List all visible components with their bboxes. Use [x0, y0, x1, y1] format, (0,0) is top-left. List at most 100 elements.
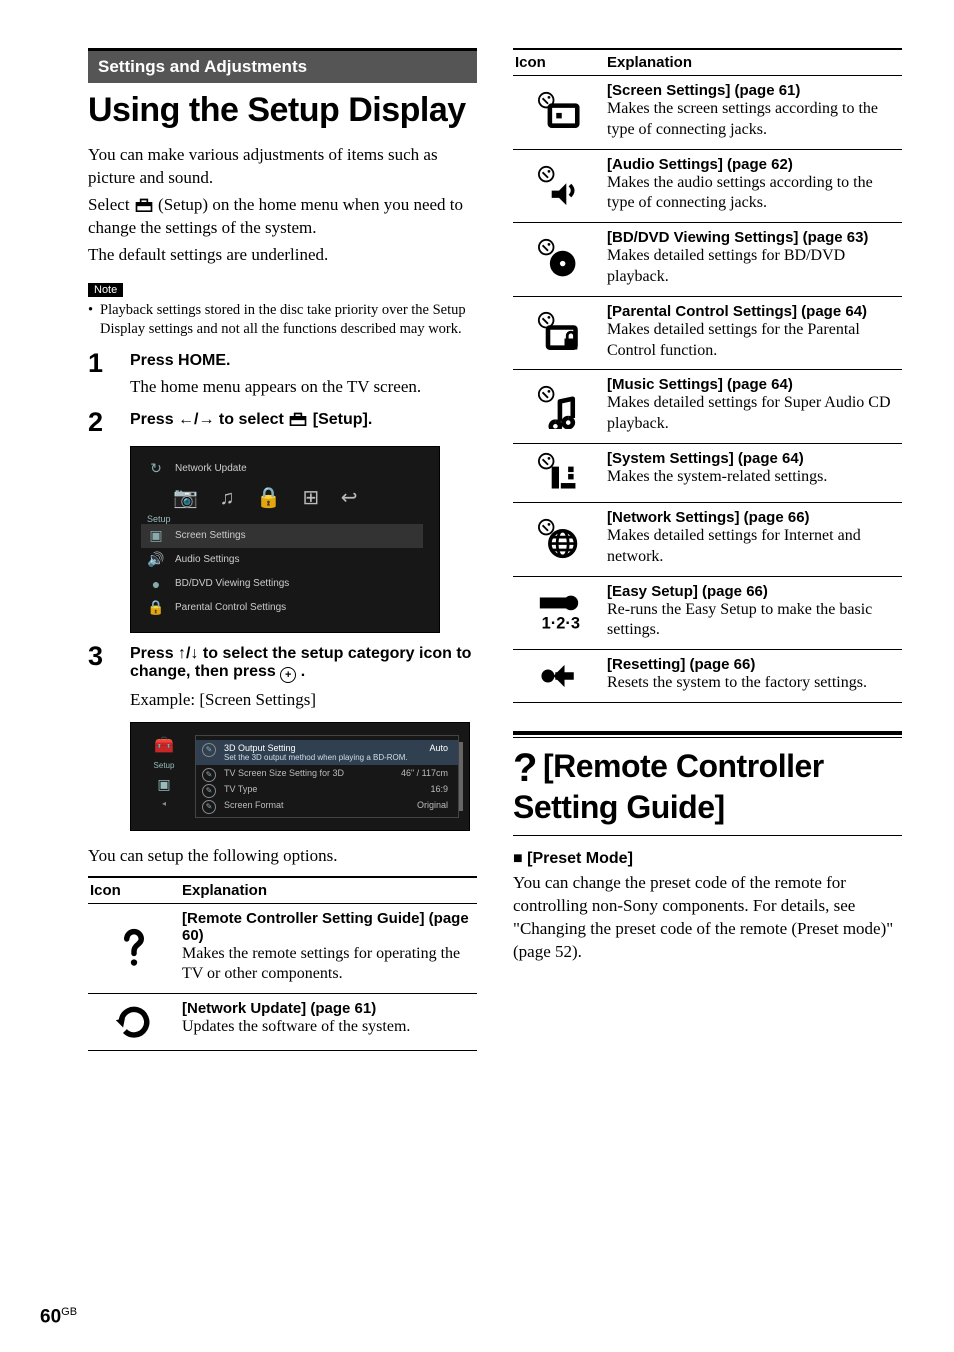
music-settings-icon — [513, 370, 605, 444]
refresh-icon — [88, 994, 180, 1051]
step-1-head: Press HOME. — [130, 352, 477, 370]
network-settings-icon — [513, 502, 605, 576]
row-title: [Network Update] (page 61) — [182, 1000, 475, 1017]
audio-settings-icon — [513, 149, 605, 223]
toolbox-icon — [288, 411, 308, 425]
row-body: Updates the software of the system. — [182, 1018, 410, 1035]
row-body: Makes detailed settings for BD/DVD playb… — [607, 247, 845, 285]
intro-text-2: Select (Setup) on the home menu when you… — [88, 194, 477, 240]
toolbox-icon — [134, 196, 154, 210]
row-body: Makes the audio settings according to th… — [607, 174, 873, 212]
row-body: Makes the remote settings for operating … — [182, 945, 460, 983]
row-title: [Parental Control Settings] (page 64) — [607, 303, 900, 320]
question-icon — [88, 903, 180, 994]
step-2-head-b: [Setup]. — [313, 411, 373, 428]
resetting-icon — [513, 650, 605, 703]
screen-settings-icon — [513, 76, 605, 150]
th-explanation: Explanation — [605, 49, 902, 76]
step-1-number: 1 — [88, 350, 114, 399]
shot2-r2b: 46" / 117cm — [401, 768, 448, 778]
th-icon: Icon — [88, 877, 180, 904]
enter-icon: + — [280, 667, 296, 683]
rule — [513, 737, 902, 738]
intro-text-3: The default settings are underlined. — [88, 244, 477, 267]
row-body: Makes detailed settings for the Parental… — [607, 321, 860, 359]
page-number-value: 60 — [40, 1306, 61, 1327]
rule — [513, 731, 902, 735]
row-body: Makes the system-related settings. — [607, 468, 827, 485]
parental-settings-icon — [513, 296, 605, 370]
shot1-network-update: Network Update — [175, 463, 247, 474]
shot2-r1b: Auto — [429, 743, 448, 762]
shot1-screen: Screen Settings — [175, 530, 246, 541]
easy-setup-icon: 1·2·3 — [513, 576, 605, 650]
row-title: [Screen Settings] (page 61) — [607, 82, 900, 99]
step-3-head-b: . — [301, 663, 305, 680]
table-row: [Remote Controller Setting Guide] (page … — [88, 903, 477, 994]
shot2-r2a: TV Screen Size Setting for 3D — [224, 768, 344, 778]
step-3-number: 3 — [88, 643, 114, 712]
step-1-desc: The home menu appears on the TV screen. — [130, 376, 477, 399]
row-title: [Remote Controller Setting Guide] (page … — [182, 910, 475, 944]
table-row: [Parental Control Settings] (page 64)Mak… — [513, 296, 902, 370]
row-title: [Music Settings] (page 64) — [607, 376, 900, 393]
row-title: [Audio Settings] (page 62) — [607, 156, 900, 173]
step-1: 1 Press HOME. The home menu appears on t… — [88, 350, 477, 399]
preset-mode-heading-text: [Preset Mode] — [527, 850, 633, 867]
row-title: [Network Settings] (page 66) — [607, 509, 900, 526]
note-bullet: Playback settings stored in the disc tak… — [88, 301, 477, 340]
question-icon: ? — [513, 746, 537, 790]
row-body: Re-runs the Easy Setup to make the basic… — [607, 601, 872, 639]
shot2-r1a: 3D Output Setting — [224, 743, 296, 753]
bddvd-settings-icon — [513, 223, 605, 297]
row-title: [BD/DVD Viewing Settings] (page 63) — [607, 229, 900, 246]
step-2: 2 Press ←/→ to select [Setup]. — [88, 409, 477, 436]
row-title: [Easy Setup] (page 66) — [607, 583, 900, 600]
rule — [513, 835, 902, 836]
shot1-bddvd: BD/DVD Viewing Settings — [175, 578, 289, 589]
shot2-r1sub: Set the 3D output method when playing a … — [224, 753, 408, 762]
explanation-table-right: Icon Explanation [Screen Settings] (page… — [513, 48, 902, 703]
table-row: [Network Update] (page 61) Updates the s… — [88, 994, 477, 1051]
preset-mode-body: You can change the preset code of the re… — [513, 872, 902, 964]
table-row: [BD/DVD Viewing Settings] (page 63)Makes… — [513, 223, 902, 297]
shot2-r3b: 16:9 — [430, 784, 448, 794]
after-shot-text: You can setup the following options. — [88, 845, 477, 868]
page-region: GB — [61, 1306, 77, 1318]
th-explanation: Explanation — [180, 877, 477, 904]
step-3: 3 Press ↑/↓ to select the setup category… — [88, 643, 477, 712]
table-row: [Network Settings] (page 66)Makes detail… — [513, 502, 902, 576]
table-row: [System Settings] (page 64)Makes the sys… — [513, 443, 902, 502]
th-icon: Icon — [513, 49, 605, 76]
explanation-table-left: Icon Explanation [Remote Controller Sett… — [88, 876, 477, 1052]
row-body: Makes the screen settings according to t… — [607, 100, 878, 138]
row-title: [Resetting] (page 66) — [607, 656, 900, 673]
system-settings-icon — [513, 443, 605, 502]
step-2-head: Press ←/→ to select [Setup]. — [130, 411, 477, 429]
shot1-setup-label: Setup — [147, 514, 423, 524]
intro-text-1: You can make various adjustments of item… — [88, 144, 477, 190]
table-row: [Audio Settings] (page 62)Makes the audi… — [513, 149, 902, 223]
intro-text-2a: Select — [88, 195, 134, 214]
table-row: 1·2·3 [Easy Setup] (page 66)Re-runs the … — [513, 576, 902, 650]
row-title: [System Settings] (page 64) — [607, 450, 900, 467]
note-label: Note — [88, 283, 123, 297]
step-3-desc: Example: [Screen Settings] — [130, 689, 477, 712]
shot1-icon-row: 📷 ♫ 🔒 ⊞ ↩ — [173, 485, 423, 510]
row-body: Makes detailed settings for Super Audio … — [607, 394, 891, 432]
remote-guide-heading-text: [Remote Controller Setting Guide] — [513, 748, 824, 825]
page-number: 60GB — [40, 1306, 77, 1328]
row-body: Makes detailed settings for Internet and… — [607, 527, 861, 565]
shot2-r4b: Original — [417, 800, 448, 810]
remote-guide-heading: ?[Remote Controller Setting Guide] — [513, 746, 902, 825]
shot2-r3a: TV Type — [224, 784, 257, 794]
svg-text:1·2·3: 1·2·3 — [542, 614, 580, 632]
step-2-head-a: Press ←/→ to select — [130, 411, 288, 428]
row-body: Resets the system to the factory setting… — [607, 674, 867, 691]
table-row: [Screen Settings] (page 61)Makes the scr… — [513, 76, 902, 150]
shot1-parental: Parental Control Settings — [175, 602, 286, 613]
preset-mode-heading: ■ [Preset Mode] — [513, 850, 902, 868]
screenshot-screen-settings: 🧰 Setup ▣ ◂ ✎ 3D Output Setting Set the … — [130, 722, 470, 831]
shot1-audio: Audio Settings — [175, 554, 240, 565]
step-2-number: 2 — [88, 409, 114, 436]
